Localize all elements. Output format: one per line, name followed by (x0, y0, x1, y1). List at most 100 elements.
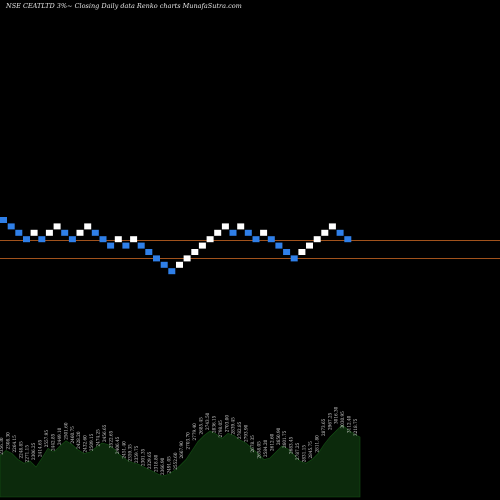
volume-price-label: 2703.00 (224, 415, 229, 433)
renko-brick-down (344, 236, 352, 243)
volume-price-label: 3218.75 (353, 418, 358, 436)
renko-brick-up (298, 249, 306, 255)
volume-price-label: 2787.25 (295, 442, 300, 460)
volume-price-label: 2414.65 (38, 439, 43, 457)
volume-price-label: 2601.75 (282, 430, 287, 448)
renko-brick-down (0, 217, 7, 223)
volume-area-path (0, 424, 361, 498)
volume-price-label: 2811.80 (314, 435, 319, 453)
volume-price-label: 2356.30 (0, 437, 4, 455)
renko-brick-down (252, 236, 260, 243)
volume-price-label: 2798.05 (218, 420, 223, 438)
volume-price-label: 2779.40 (192, 423, 197, 441)
renko-brick-down (91, 229, 99, 236)
volume-price-label: 2501.60 (63, 422, 68, 440)
renko-brick-down (275, 242, 283, 249)
renko-brick-down (7, 223, 15, 230)
renko-brick-down (15, 229, 23, 236)
volume-price-label: 2612.60 (269, 433, 274, 451)
renko-brick-down (153, 255, 160, 262)
volume-price-label: 2683.45 (289, 436, 294, 454)
volume-price-label: 2318.80 (154, 454, 159, 472)
renko-brick-up (306, 242, 313, 249)
renko-brick-up (214, 229, 222, 236)
volume-price-label: 2306.25 (31, 442, 36, 460)
renko-brick-down (137, 242, 145, 249)
volume-price-label: 2449.10 (57, 427, 62, 445)
volume-price-label: 2271.15 (25, 445, 30, 463)
volume-price-label: 2839.45 (231, 417, 236, 435)
renko-brick-up (30, 229, 38, 236)
renko-brick-down (99, 236, 107, 243)
renko-brick-up (260, 229, 268, 236)
renko-brick-down (290, 255, 298, 262)
volume-price-label: 2301.35 (141, 448, 146, 466)
renko-brick-down (283, 249, 291, 255)
renko-brick-down (68, 236, 76, 243)
renko-brick-up (328, 223, 336, 230)
renko-bricks (0, 217, 352, 275)
volume-price-label: 2474.25 (96, 429, 101, 447)
renko-brick-down (244, 229, 252, 236)
volume-price-label: 2831.15 (302, 445, 307, 463)
renko-brick-up (313, 236, 321, 243)
volume-price-label: 2845.75 (308, 441, 313, 459)
volume-price-label: 2584.20 (263, 439, 268, 457)
volume-price-label: 2522.65 (108, 430, 113, 448)
renko-brick-down (267, 236, 275, 243)
volume-price-label: 2552.60 (173, 452, 178, 470)
renko-brick-up (206, 236, 214, 243)
volume-price-labels: 2356.30 2308.30 2264.15 2248.85 2271.15 2306.… (0, 406, 358, 475)
renko-brick-up (130, 236, 138, 243)
volume-price-label: 2329.65 (147, 451, 152, 469)
volume-price-label: 2491.05 (166, 456, 171, 474)
renko-brick-up (237, 223, 245, 230)
renko-brick-up (198, 242, 206, 249)
volume-price-label: 2873.65 (321, 418, 326, 436)
chart-title: NSE CEATLTD 3%~ Closing Daily data Renko… (5, 2, 242, 10)
volume-price-label: 2432.60 (83, 435, 88, 453)
volume-price-label: 2782.85 (237, 421, 242, 439)
renko-brick-down (38, 236, 46, 243)
volume-price-label: 2428.20 (76, 431, 81, 449)
renko-brick-up (84, 223, 92, 230)
renko-brick-down (122, 242, 130, 249)
volume-price-label: 2667.90 (179, 441, 184, 459)
volume-price-label: 2557.95 (44, 430, 49, 448)
volume-price-label: 2359.75 (134, 445, 139, 463)
reference-lines (0, 240, 500, 259)
volume-price-label: 2658.05 (257, 441, 262, 459)
volume-price-label: 2967.25 (327, 412, 332, 430)
renko-brick-down (107, 242, 115, 249)
renko-brick-down (336, 229, 344, 236)
renko-brick-up (191, 249, 199, 255)
renko-brick-down (229, 229, 237, 236)
renko-brick-down (168, 268, 176, 275)
volume-price-label: 2264.15 (12, 435, 17, 453)
renko-brick-down (160, 261, 168, 268)
volume-price-label: 2743.50 (205, 412, 210, 430)
volume-price-label: 3112.40 (347, 415, 352, 433)
volume-price-label: 2366.90 (160, 457, 165, 475)
volume-price-label: 2685.45 (199, 417, 204, 435)
volume-price-label: 2678.35 (250, 435, 255, 453)
renko-brick-up (45, 229, 53, 236)
volume-price-label: 2406.45 (115, 436, 120, 454)
renko-brick-down (23, 236, 30, 243)
renko-brick-down (61, 229, 69, 236)
volume-area (0, 424, 361, 498)
volume-price-label: 2509.15 (89, 433, 94, 451)
volume-price-label: 2460.75 (70, 426, 75, 444)
volume-price-label: 2703.70 (186, 432, 191, 450)
renko-brick-up (221, 223, 229, 230)
renko-brick-up (183, 255, 191, 262)
renko-brick-up (321, 229, 329, 236)
renko-brick-up (53, 223, 61, 230)
volume-price-label: 3030.95 (340, 411, 345, 429)
renko-brick-down (145, 249, 153, 255)
renko-brick-up (176, 261, 183, 268)
volume-price-label: 2456.65 (102, 424, 107, 442)
volume-price-label: 2359.35 (128, 444, 133, 462)
